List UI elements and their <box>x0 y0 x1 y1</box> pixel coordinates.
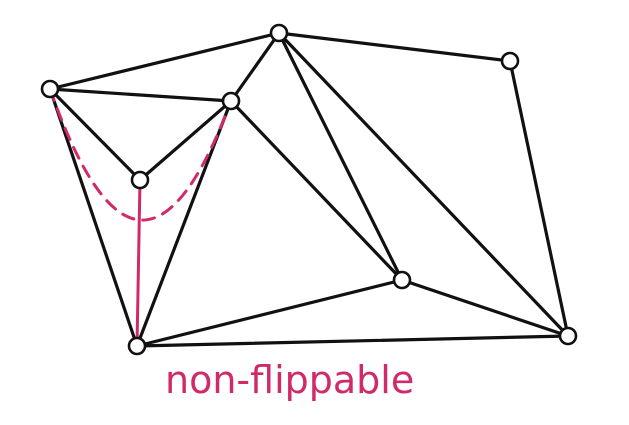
non-flippable-edge <box>135 178 142 348</box>
edges <box>48 31 570 348</box>
edge <box>138 99 233 182</box>
dashed-flip-arc <box>48 87 233 222</box>
edge <box>48 87 142 182</box>
edge <box>229 99 404 282</box>
edge <box>135 334 570 348</box>
edge <box>48 31 281 91</box>
vertex <box>130 170 150 190</box>
edge <box>400 278 570 338</box>
vertices <box>40 23 578 356</box>
edge <box>277 31 512 63</box>
vertex <box>127 336 147 356</box>
edge <box>277 31 570 338</box>
vertex <box>269 23 289 43</box>
vertex <box>500 51 520 71</box>
vertex <box>558 326 578 346</box>
edge <box>229 31 281 103</box>
edge <box>48 87 139 348</box>
highlight <box>48 87 233 348</box>
vertex <box>392 270 412 290</box>
vertex <box>221 91 241 111</box>
vertex <box>40 79 60 99</box>
edge <box>135 278 404 348</box>
edge <box>277 31 404 282</box>
edge <box>508 59 570 338</box>
edge <box>48 87 233 103</box>
non-flippable-label: non-flippable <box>165 358 414 402</box>
